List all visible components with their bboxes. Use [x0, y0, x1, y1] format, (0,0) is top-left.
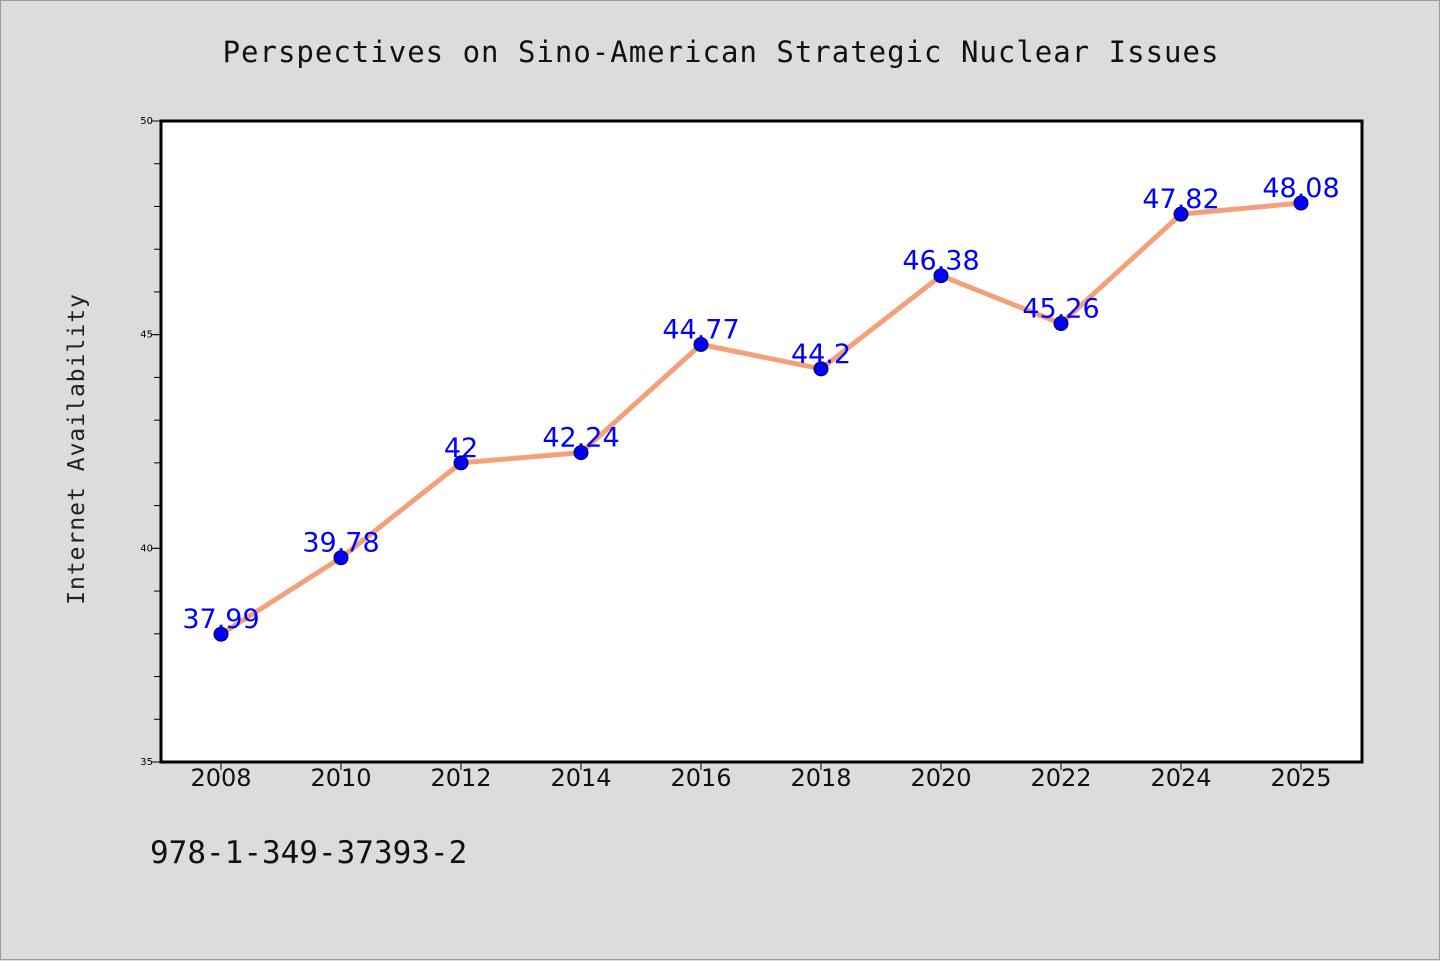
data-label: 46.38	[902, 246, 979, 277]
chart-title: Perspectives on Sino-American Strategic …	[222, 35, 1220, 69]
data-point	[1053, 316, 1069, 332]
data-label: 37.99	[182, 604, 259, 635]
data-label: 44.2	[791, 339, 851, 370]
footer-isbn-text: 978-1-349-37393-2	[150, 835, 468, 871]
data-label: 39.78	[302, 528, 379, 559]
data-point	[693, 336, 709, 352]
y-tick-label: 45	[140, 330, 153, 341]
data-point	[573, 445, 589, 461]
x-tick-label: 2024	[1150, 764, 1211, 792]
x-tick-label: 2020	[910, 764, 971, 792]
data-point	[933, 268, 949, 284]
y-tick-label: 35	[140, 757, 153, 768]
x-tick-label: 2008	[190, 764, 251, 792]
y-tick-label: 40	[140, 543, 153, 554]
x-tick-label: 2012	[430, 764, 491, 792]
data-label: 48.08	[1262, 173, 1339, 204]
data-label: 47.82	[1142, 184, 1219, 215]
data-point	[1173, 206, 1189, 222]
data-point	[1293, 195, 1309, 211]
y-tick-label: 50	[140, 116, 153, 127]
x-tick-label: 2016	[670, 764, 731, 792]
x-tick-label: 2022	[1030, 764, 1091, 792]
data-point	[213, 626, 229, 642]
x-tick-label: 2010	[310, 764, 371, 792]
x-tick-label: 2014	[550, 764, 611, 792]
data-point	[813, 361, 829, 377]
series-line	[218, 200, 1304, 637]
x-tick-label: 2018	[790, 764, 851, 792]
data-label: 45.26	[1022, 294, 1099, 325]
data-label: 42	[444, 433, 478, 464]
data-point	[333, 550, 349, 566]
plot-area	[159, 119, 1364, 764]
data-label: 42.24	[542, 423, 619, 454]
data-point	[453, 455, 469, 471]
x-tick-label: 2025	[1270, 764, 1331, 792]
data-label: 44.77	[662, 314, 739, 345]
